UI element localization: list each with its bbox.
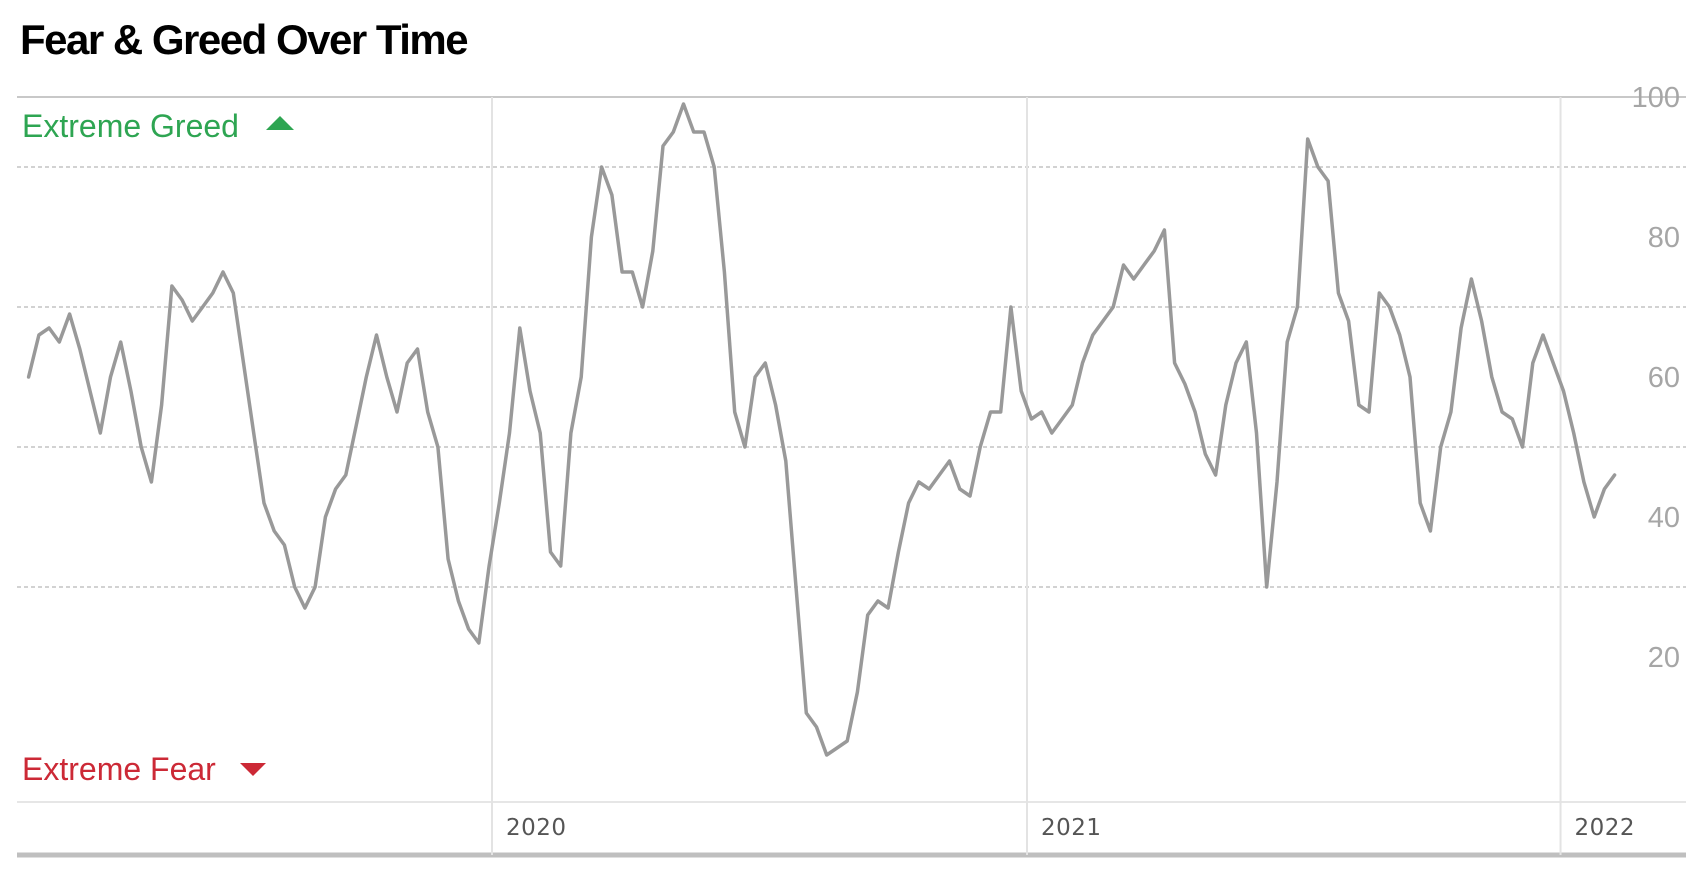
y-tick-20: 20 — [1648, 642, 1680, 674]
x-axis-ticks: 2020 2021 2022 — [506, 815, 1635, 841]
y-axis-ticks: 20 40 60 80 100 — [1632, 82, 1680, 674]
fear-greed-series-line — [26, 102, 1617, 757]
y-tick-80: 80 — [1648, 222, 1680, 254]
x-tick-2021: 2021 — [1041, 815, 1102, 841]
vertical-gridlines — [491, 97, 1562, 855]
triangle-up-icon — [266, 116, 294, 130]
extreme-fear-label: Extreme Fear — [22, 751, 216, 787]
chart-title: Fear & Greed Over Time — [20, 16, 469, 63]
horizontal-gridlines — [17, 166, 1686, 588]
y-tick-40: 40 — [1648, 502, 1680, 534]
triangle-down-icon — [240, 763, 266, 776]
x-tick-2022: 2022 — [1575, 815, 1636, 841]
extreme-greed-label: Extreme Greed — [22, 108, 239, 144]
y-tick-100: 100 — [1632, 82, 1680, 114]
x-tick-2020: 2020 — [506, 815, 567, 841]
y-tick-60: 60 — [1648, 362, 1680, 394]
